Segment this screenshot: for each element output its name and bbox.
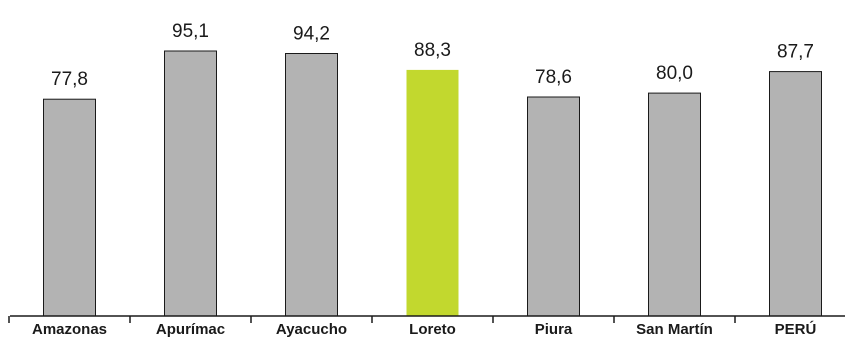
bars-group <box>43 50 822 317</box>
category-label: Ayacucho <box>276 321 347 338</box>
bar-value-label: 95,1 <box>172 21 209 42</box>
category-label: Loreto <box>409 321 456 338</box>
bar-value-label: 78,6 <box>535 67 572 88</box>
category-labels-group: Amazonas Apurímac Ayacucho Loreto Piura San M… <box>32 320 816 338</box>
bar-amazonas <box>43 98 96 317</box>
bar-apur-mac <box>164 50 217 317</box>
category-label: PERÚ <box>775 320 817 338</box>
bar-san-mart-n <box>648 92 701 317</box>
bar-value-label: 77,8 <box>51 69 88 90</box>
x-axis <box>8 315 845 323</box>
category-label: Piura <box>535 321 573 338</box>
bar-value-label: 87,7 <box>777 42 814 63</box>
bar-loreto <box>406 69 459 317</box>
bar-value-label: 88,3 <box>414 40 451 61</box>
bar-value-label: 80,0 <box>656 63 693 84</box>
bar-value-label: 94,2 <box>293 24 330 45</box>
category-label: San Martín <box>636 321 713 338</box>
bar-piura <box>527 96 580 317</box>
bar-ayacucho <box>285 53 338 317</box>
category-label: Amazonas <box>32 321 107 338</box>
bar-per- <box>769 71 822 317</box>
value-labels-group: 77,8 95,1 94,2 88,3 78,6 80,0 87,7 <box>51 21 814 90</box>
category-label: Apurímac <box>156 321 225 338</box>
